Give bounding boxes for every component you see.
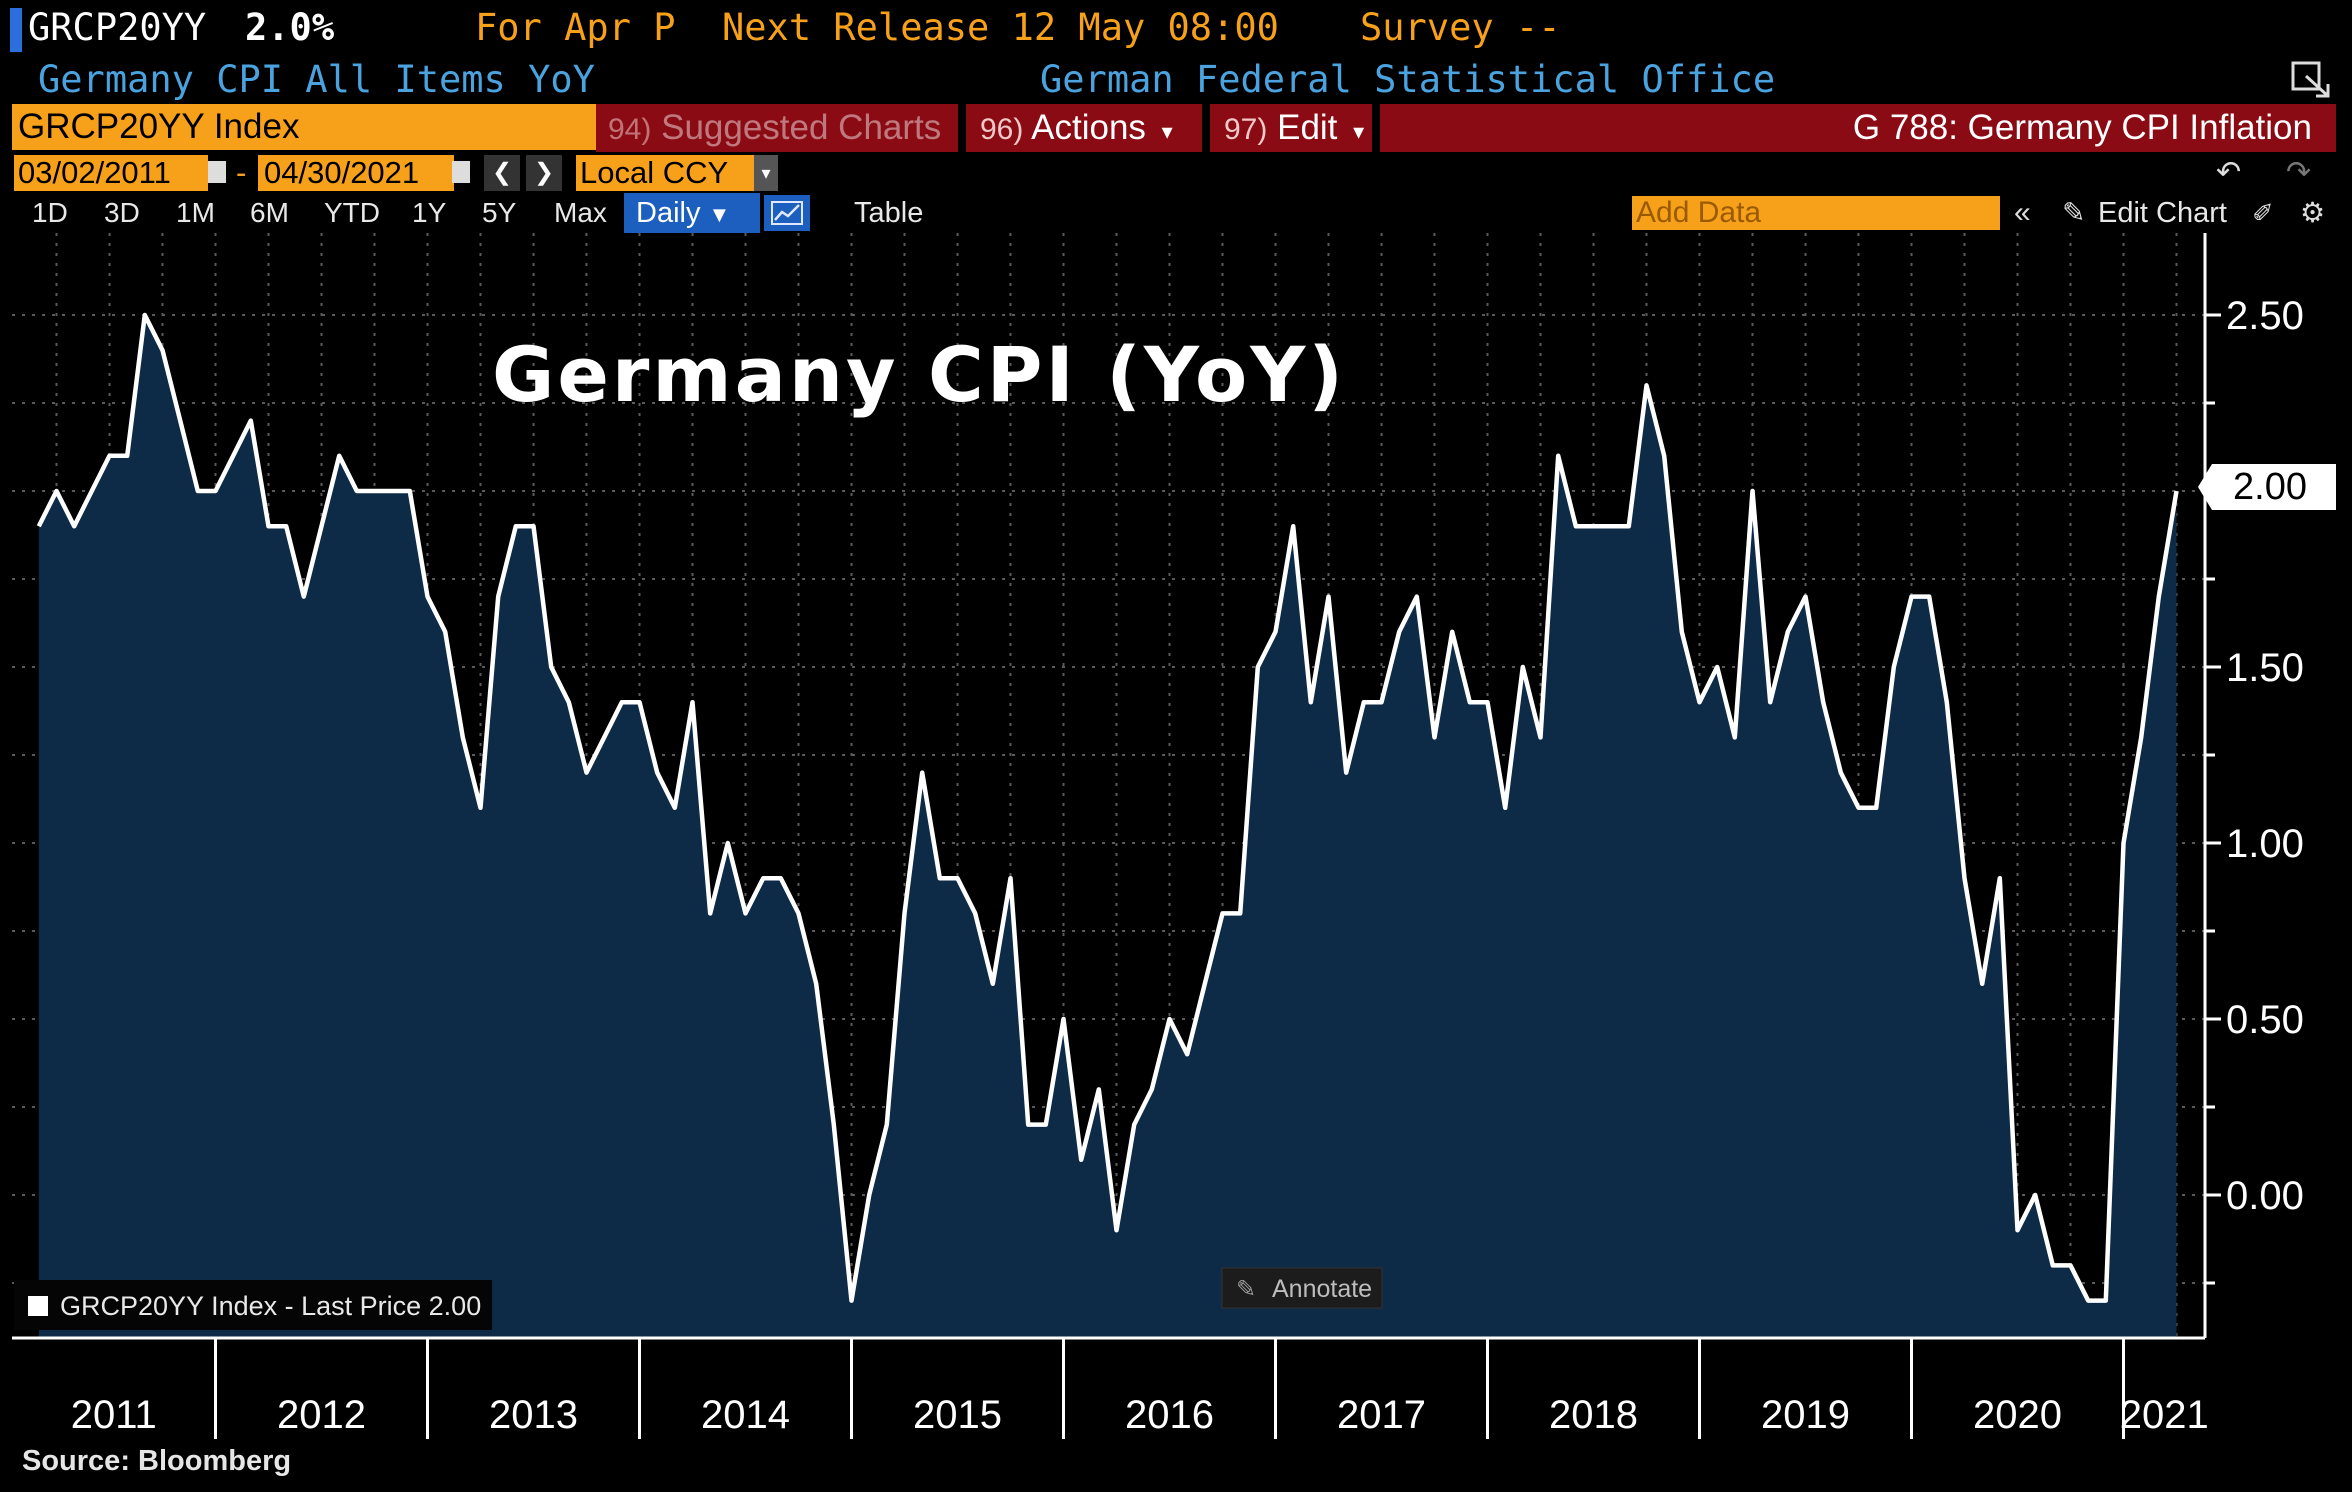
currency-value: Local CCY — [580, 155, 729, 190]
calendar-icon[interactable] — [452, 161, 470, 183]
annotate-button[interactable]: ✎ Annotate — [1221, 1267, 1383, 1309]
frequency-value: Daily — [636, 197, 701, 229]
suggested-num: 94) — [608, 113, 652, 146]
gear-icon[interactable]: ⚙ — [2300, 197, 2326, 228]
legend[interactable]: GRCP20YY Index - Last Price 2.00 — [14, 1280, 492, 1330]
x-tick-label: 2012 — [277, 1393, 366, 1437]
y-tick-label: 0.50 — [2226, 998, 2304, 1042]
calendar-icon[interactable] — [208, 161, 226, 183]
y-tick-label: 0.00 — [2226, 1174, 2304, 1218]
chevron-down-icon[interactable]: ▾ — [754, 155, 778, 191]
security-field[interactable]: GRCP20YY Index — [12, 104, 596, 150]
survey: Survey -- — [1360, 6, 1561, 49]
date-row: 03/02/2011 - 04/30/2021 ❮ ❯ Local CCY ▾ … — [0, 153, 2336, 193]
x-tick-label: 2020 — [1973, 1393, 2062, 1437]
start-date-field[interactable]: 03/02/2011 — [14, 155, 208, 191]
edit-chart-button[interactable]: Edit Chart — [2098, 197, 2227, 229]
range-6m[interactable]: 6M — [250, 197, 289, 228]
x-tick-label: 2017 — [1337, 1393, 1426, 1437]
x-tick-label: 2018 — [1549, 1393, 1638, 1437]
line-chart-icon[interactable] — [764, 195, 810, 231]
suggested-charts-button[interactable]: 94) Suggested Charts — [596, 104, 958, 152]
suggested-label: Suggested Charts — [661, 108, 942, 147]
for-period: For Apr P — [475, 6, 676, 49]
ticker[interactable]: GRCP20YY — [28, 6, 207, 49]
popout-icon[interactable] — [2290, 60, 2334, 100]
last-value: 2.0% — [245, 6, 335, 49]
undo-icon[interactable]: ↶ — [2216, 156, 2242, 189]
x-tick-label: 2013 — [489, 1393, 578, 1437]
date-separator: - — [236, 155, 247, 190]
range-ytd[interactable]: YTD — [324, 197, 380, 228]
collapse-icon[interactable]: « — [2014, 196, 2031, 229]
x-tick-label: 2014 — [701, 1393, 790, 1437]
series-line[interactable] — [36, 312, 2179, 1303]
frequency-select[interactable]: Daily ▼ — [624, 193, 760, 233]
header-line-1: GRCP20YY 2.0% For Apr P Next Release 12 … — [0, 0, 2352, 64]
ticker-marker — [10, 8, 22, 52]
chart: 0.000.501.001.502.50 2011 2012 2013 2014 201… — [12, 233, 2336, 1439]
range-1m[interactable]: 1M — [176, 197, 215, 228]
arrow-right-icon[interactable]: ❯ — [526, 155, 562, 191]
y-axis: 0.00 0.50 1.00 1.50 2.50 — [2203, 233, 2304, 1338]
last-price-tag-text: 2.00 — [2233, 466, 2307, 508]
actions-button[interactable]: 96) Actions ▾ — [966, 104, 1202, 152]
add-data-input[interactable]: Add Data — [1632, 196, 2000, 230]
y-tick-label: 1.00 — [2226, 822, 2304, 866]
x-tick-label: 2015 — [913, 1393, 1002, 1437]
pencil-icon: ✎ — [2062, 197, 2086, 228]
end-date-field[interactable]: 04/30/2021 — [258, 155, 454, 191]
actions-label: Actions — [1031, 108, 1146, 147]
start-date: 03/02/2011 — [18, 155, 171, 190]
edit-label: Edit — [1277, 108, 1338, 147]
range-1d[interactable]: 1D — [32, 197, 68, 228]
next-release: Next Release 12 May 08:00 — [722, 6, 1279, 49]
annotate-label: Annotate — [1272, 1275, 1372, 1303]
y-tick-label: 2.50 — [2226, 294, 2304, 338]
chevron-down-icon: ▼ — [708, 202, 731, 227]
edit-num: 97) — [1224, 113, 1268, 146]
last-price-tag: 2.00 — [2198, 464, 2336, 510]
range-3d[interactable]: 3D — [104, 197, 140, 228]
chart-title-bar: G 788: Germany CPI Inflation — [1380, 104, 2336, 152]
source-agency: German Federal Statistical Office — [1040, 58, 1776, 101]
currency-select[interactable]: Local CCY — [576, 155, 756, 191]
series-description: Germany CPI All Items YoY — [38, 58, 595, 101]
chart-title-text: Germany CPI (YoY) — [492, 330, 1346, 419]
x-tick-label: 2019 — [1761, 1393, 1850, 1437]
arrow-left-icon[interactable]: ❮ — [484, 155, 520, 191]
add-data-placeholder: Add Data — [1636, 196, 1762, 229]
y-tick-label: 1.50 — [2226, 646, 2304, 690]
range-1y[interactable]: 1Y — [412, 197, 447, 228]
legend-label: GRCP20YY Index - Last Price 2.00 — [60, 1291, 481, 1321]
pencil-icon: ✎ — [1236, 1276, 1256, 1303]
x-tick-label: 2021 — [2120, 1393, 2209, 1437]
table-tab[interactable]: Table — [854, 197, 924, 229]
security-field-text: GRCP20YY Index — [18, 107, 300, 146]
command-bar: GRCP20YY Index 94) Suggested Charts 96) … — [0, 104, 2336, 152]
legend-swatch — [28, 1296, 48, 1316]
x-tick-label: 2011 — [71, 1393, 157, 1437]
range-max[interactable]: Max — [554, 197, 607, 228]
chart-title: G 788: Germany CPI Inflation — [1852, 108, 2312, 147]
header-line-2: Germany CPI All Items YoY German Federal… — [0, 58, 2352, 104]
chevron-down-icon: ▾ — [1353, 119, 1365, 144]
range-row: 1D 3D 1M 6M YTD 1Y 5Y Max Daily ▼ Table … — [0, 193, 2352, 233]
edit-icon[interactable]: ✐ — [2252, 198, 2274, 228]
area-fill — [38, 315, 2177, 1338]
x-tick-label: 2016 — [1125, 1393, 1214, 1437]
redo-icon[interactable]: ↷ — [2286, 156, 2312, 189]
chevron-down-icon: ▾ — [1161, 119, 1173, 144]
edit-button[interactable]: 97) Edit ▾ — [1210, 104, 1372, 152]
range-5y[interactable]: 5Y — [482, 197, 517, 228]
actions-num: 96) — [980, 113, 1024, 146]
source-note: Source: Bloomberg — [22, 1445, 292, 1477]
end-date: 04/30/2021 — [264, 155, 420, 190]
x-axis: 2011 2012 2013 2014 2015 2016 2017 2018 2019 2020… — [12, 1336, 2209, 1439]
